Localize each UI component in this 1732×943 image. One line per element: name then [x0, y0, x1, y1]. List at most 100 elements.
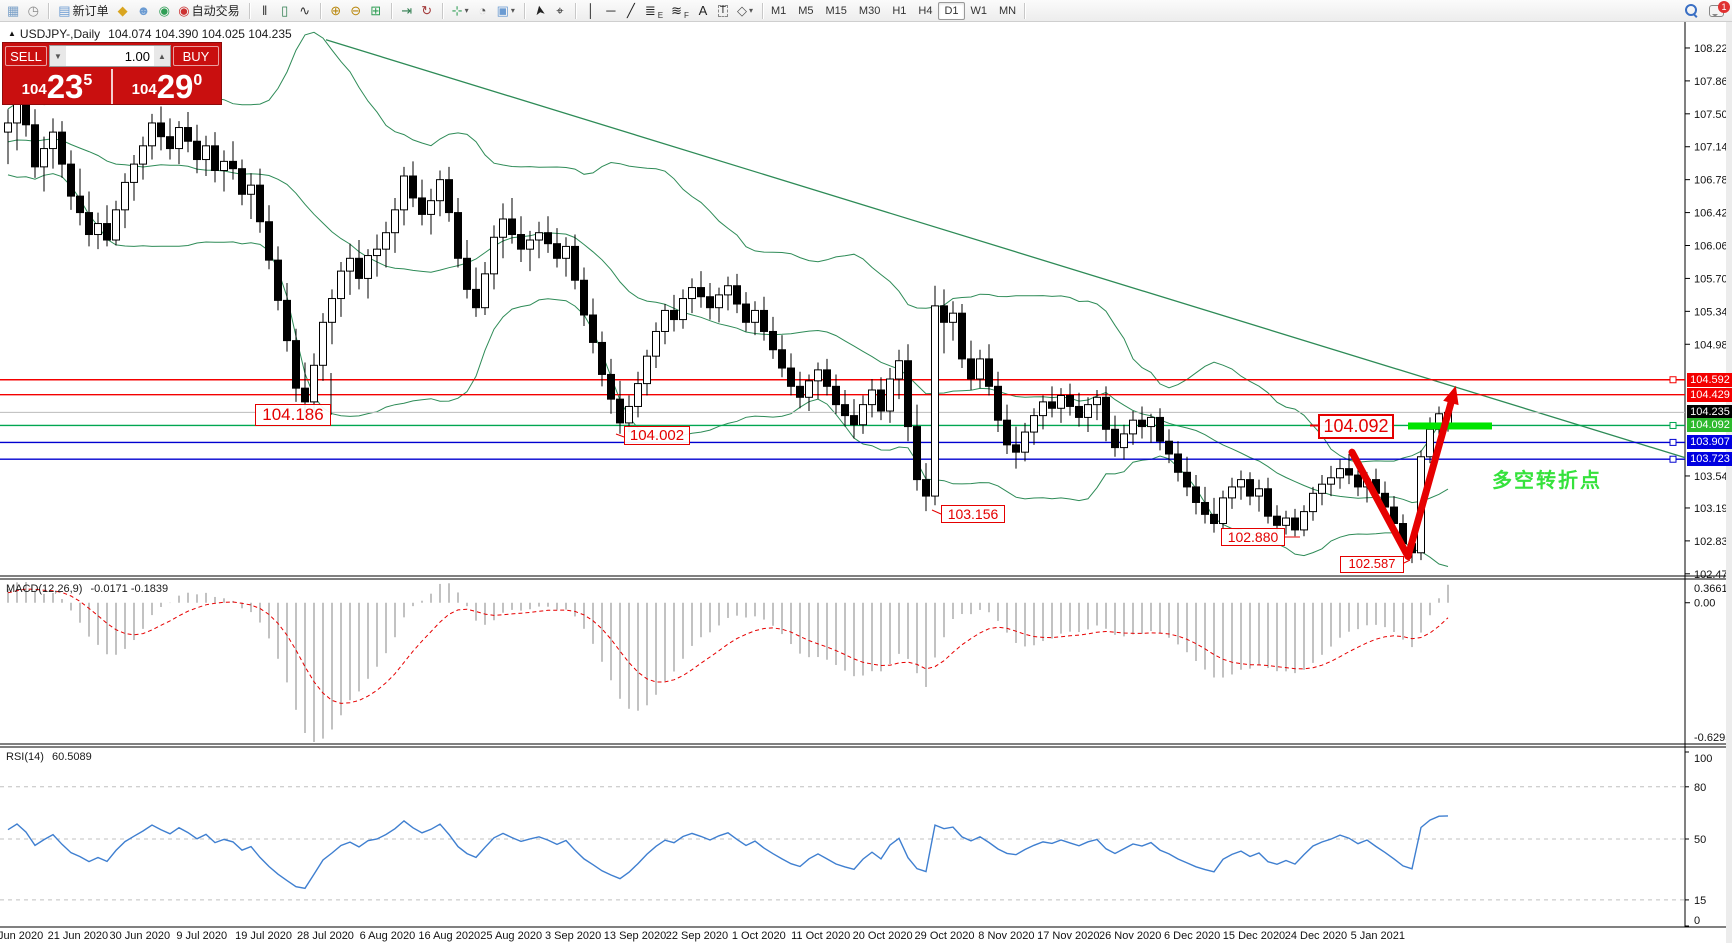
sell-price[interactable]: 104 23 5 [3, 69, 113, 104]
indicators-button[interactable]: ⊹ ▾ [448, 1, 473, 21]
zoom-in-button[interactable]: ⊕ [326, 1, 346, 21]
date-label: 17 Nov 2020 [1037, 930, 1099, 942]
price-tick: 106.420 [1694, 208, 1732, 220]
sell-button[interactable]: SELL [5, 46, 47, 66]
timeframe-w1-button[interactable]: W1 [970, 4, 988, 17]
chat-icon[interactable]: 1 [1709, 0, 1730, 17]
volume-increase-button[interactable]: ▲ [154, 46, 170, 66]
timeframe-h4-button[interactable]: H4 [918, 4, 933, 17]
text-button[interactable]: A [693, 1, 713, 21]
date-label: 8 Nov 2020 [978, 930, 1034, 942]
toolbar-separator [761, 2, 763, 19]
price-label-102587[interactable]: 102.587 [1340, 556, 1404, 573]
text-label-button[interactable]: T [713, 1, 733, 21]
candlestick-button[interactable]: ▯ [275, 1, 295, 21]
collapse-arrow-icon[interactable]: ▲ [8, 29, 16, 38]
rsi-value: 60.5089 [51, 751, 92, 763]
rsi-axis-label: 0 [1694, 915, 1700, 927]
price-tick: 103.190 [1694, 503, 1732, 515]
toolbar-separator [441, 2, 443, 19]
axis-chip-104592: 104.592 [1687, 372, 1732, 387]
experts-button[interactable]: ☻ [133, 1, 155, 21]
date-label: 3 Sep 2020 [545, 930, 601, 942]
price-tick: 102.470 [1694, 569, 1732, 581]
crosshair-icon: ⌖ [556, 3, 564, 18]
buy-price[interactable]: 104 29 0 [113, 69, 221, 104]
volume-value[interactable]: 1.00 [124, 48, 150, 64]
fibonacci-icon-sub: E [657, 10, 664, 20]
channel-button[interactable]: ≋ F [667, 1, 693, 21]
tile-windows-icon: ⊞ [370, 3, 382, 18]
new-chart-button[interactable]: ▦ [3, 1, 23, 21]
toolbar-separator [574, 2, 576, 19]
timeframe-h1-button[interactable]: H1 [892, 4, 907, 17]
search-icon[interactable] [1685, 3, 1699, 18]
macd-axis-label: 0.00 [1694, 598, 1715, 610]
rsi-axis-label: 15 [1694, 895, 1706, 907]
volume-decrease-button[interactable]: ▼ [50, 46, 66, 66]
text-label-icon: T [717, 4, 728, 17]
profiles-button[interactable]: ◷ [23, 1, 43, 21]
zoom-out-button[interactable]: ⊖ [346, 1, 366, 21]
candlestick-icon: ▯ [281, 3, 289, 18]
vline-button[interactable]: │ [581, 1, 601, 21]
signals-button[interactable]: ◉ [154, 1, 174, 21]
cursor-button[interactable]: ➤ [530, 1, 550, 21]
auto-scroll-button[interactable]: ↻ [417, 1, 437, 21]
arrows-icon: ◇ [736, 3, 747, 18]
price-label-104092[interactable]: 104.092 [1318, 414, 1394, 439]
buy-price-big: 29 [156, 67, 194, 105]
turning-point-annotation[interactable]: 多空转折点 [1492, 470, 1602, 492]
rsi-label: RSI(14) 60.5089 [6, 751, 92, 763]
styler-button[interactable]: ◆ [113, 1, 133, 21]
toolbar-separator [1024, 2, 1026, 19]
price-tick: 102.830 [1694, 536, 1732, 548]
macd-name: MACD(12,26,9) [6, 583, 83, 595]
toolbar-separator [248, 2, 250, 19]
cursor-icon: ➤ [531, 3, 549, 18]
window-edge-strip [1726, 0, 1732, 943]
chart-symbol-period: USDJPY-,Daily [19, 27, 101, 41]
toolbar-groups: ▦ ◷ ▤ 新订单 ◆ ☻ ◉ ◉ 自动交易 ‖ ▯ ∿ ⊕ ⊖ ⊞ ⇥ ↻ ⊹ ▾ ◔ ▣ ▾ ➤ ⌖ │ ─ ╱ ≣ E ≋ F A T ◇ ▾… [0, 0, 1027, 22]
bar-chart-button[interactable]: ‖ [255, 1, 275, 21]
fibonacci-button[interactable]: ≣ E [641, 1, 667, 21]
toolbar-group-scroll: ⇥ ↻ [394, 0, 440, 22]
toolbar-group-zoom: ⊕ ⊖ ⊞ [323, 0, 389, 22]
toolbar-group-chart-mode: ‖ ▯ ∿ [252, 0, 318, 22]
price-tick: 107.500 [1694, 109, 1732, 121]
price-label-104186[interactable]: 104.186 [255, 404, 331, 426]
date-label: 6 Dec 2020 [1164, 930, 1220, 942]
chevron-down-icon: ▾ [464, 6, 469, 15]
trendline-button[interactable]: ╱ [621, 1, 641, 21]
price-label-103156[interactable]: 103.156 [941, 505, 1005, 524]
hline-button[interactable]: ─ [601, 1, 621, 21]
zoom-out-icon: ⊖ [350, 3, 362, 18]
auto-scroll-icon: ↻ [421, 3, 433, 18]
timeframe-mn-button[interactable]: MN [999, 4, 1017, 17]
price-label-104002[interactable]: 104.002 [624, 426, 690, 446]
line-chart-button[interactable]: ∿ [295, 1, 315, 21]
periods-button[interactable]: ◔ [473, 1, 493, 21]
toolbar-group-pointer: ➤ ⌖ [527, 0, 573, 22]
new-order-button[interactable]: ▤ 新订单 [54, 1, 112, 21]
templates-button[interactable]: ▣ ▾ [493, 1, 519, 21]
auto-trading-button[interactable]: ◉ 自动交易 [174, 1, 243, 21]
toolbar-separator [319, 2, 321, 19]
shift-end-button[interactable]: ⇥ [397, 1, 417, 21]
timeframe-d1-button[interactable]: D1 [938, 1, 965, 20]
rsi-axis-label: 50 [1694, 834, 1706, 846]
macd-axis-label: -0.6295 [1694, 732, 1731, 744]
buy-button[interactable]: BUY [173, 46, 219, 66]
price-label-102880[interactable]: 102.880 [1221, 528, 1285, 547]
tile-windows-button[interactable]: ⊞ [366, 1, 386, 21]
timeframe-m30-button[interactable]: M30 [858, 4, 881, 17]
axis-chip-104092: 104.092 [1687, 418, 1732, 433]
price-tick: 106.060 [1694, 241, 1732, 253]
arrows-button[interactable]: ◇ ▾ [733, 1, 757, 21]
timeframe-m15-button[interactable]: M15 [825, 4, 847, 17]
timeframe-m5-button[interactable]: M5 [798, 4, 814, 17]
chart-ohlc-values: 104.074 104.390 104.025 104.235 [108, 27, 292, 41]
crosshair-button[interactable]: ⌖ [550, 1, 570, 21]
timeframe-m1-button[interactable]: M1 [770, 4, 787, 17]
